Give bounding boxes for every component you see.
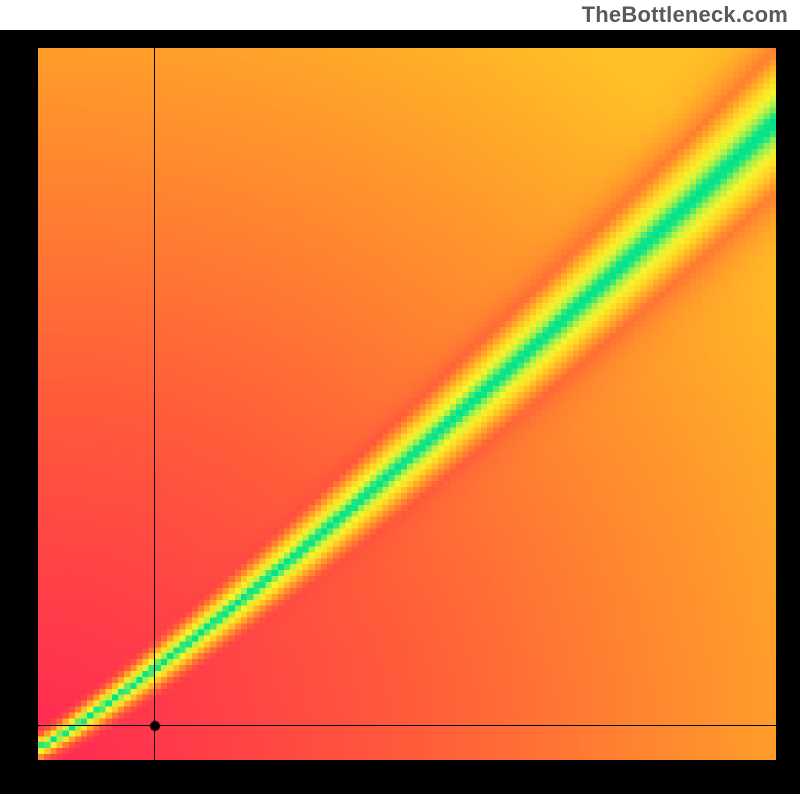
crosshair-horizontal <box>38 725 776 726</box>
root: TheBottleneck.com <box>0 0 800 800</box>
bottleneck-heatmap <box>38 48 776 760</box>
crosshair-vertical <box>154 48 155 760</box>
chart-frame <box>0 30 800 794</box>
brand-watermark: TheBottleneck.com <box>582 2 788 28</box>
